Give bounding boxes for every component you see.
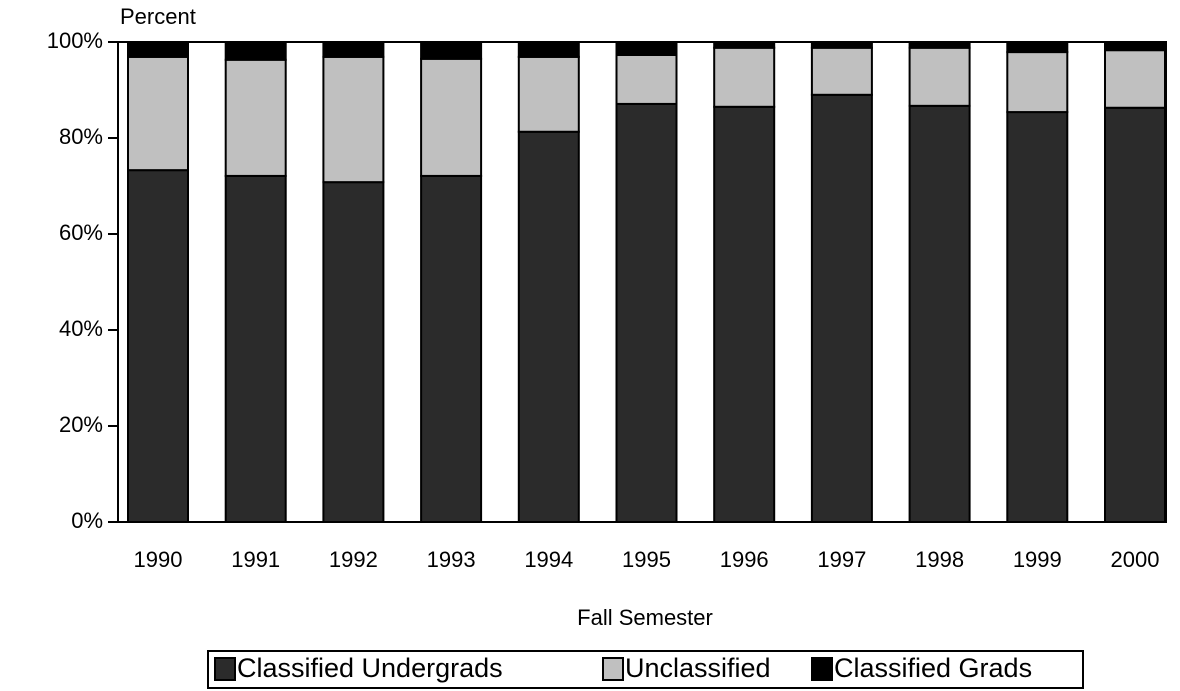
bar-segment [517, 55, 580, 133]
bar-segment [127, 55, 189, 172]
bar-segment [713, 46, 776, 108]
bar-segment [224, 174, 287, 523]
x-tick-label: 1996 [720, 547, 769, 572]
x-tick-label: 1993 [427, 547, 476, 572]
bar-segment [420, 41, 483, 60]
bar-segment [224, 41, 287, 61]
legend-label: Unclassified [625, 653, 771, 683]
x-tick-label: 1999 [1013, 547, 1062, 572]
bar-segment [810, 93, 873, 524]
bar-segment [420, 57, 483, 177]
bar-segment [127, 41, 189, 58]
x-tick-label: 1990 [134, 547, 183, 572]
bar-segment [1104, 49, 1166, 109]
bar-segment [322, 181, 385, 523]
x-axis-title: Fall Semester [577, 605, 713, 630]
legend-label: Classified Undergrads [237, 653, 503, 683]
bar-segment [322, 55, 385, 184]
bar-segment [224, 58, 287, 177]
bar-segment [810, 46, 873, 96]
legend-swatch [811, 657, 833, 681]
x-tick-label: 2000 [1111, 547, 1160, 572]
bar-segment [1006, 111, 1069, 524]
bar-segment [517, 41, 580, 58]
legend-label: Classified Grads [834, 653, 1032, 683]
bar-segment [713, 105, 776, 524]
bar-segment [1006, 51, 1069, 114]
x-tick-label: 1991 [231, 547, 280, 572]
plot-frame [117, 41, 1167, 523]
bar-segment [615, 53, 678, 105]
bar-segment [908, 104, 971, 523]
x-tick-label: 1994 [524, 547, 573, 572]
bar-segment [1104, 106, 1166, 523]
x-tick-label: 1997 [817, 547, 866, 572]
bar-segment [322, 41, 385, 58]
y-tick-label: 100% [47, 28, 103, 53]
y-axis-title: Percent [120, 4, 196, 29]
bar-segment [615, 102, 678, 523]
y-tick-label: 20% [59, 412, 103, 437]
x-tick-label: 1995 [622, 547, 671, 572]
bar-segment [908, 46, 971, 107]
bar-segment [420, 174, 483, 523]
bar-segment [127, 169, 189, 523]
legend-box [207, 650, 1084, 689]
bar-segment [1104, 41, 1166, 52]
legend-swatch [602, 657, 624, 681]
x-tick-label: 1998 [915, 547, 964, 572]
x-tick-label: 1992 [329, 547, 378, 572]
y-tick-label: 60% [59, 220, 103, 245]
y-tick-label: 80% [59, 124, 103, 149]
bar-segment [1006, 41, 1069, 54]
y-tick-label: 0% [71, 508, 103, 533]
bar-segment [615, 41, 678, 56]
bar-segment [517, 130, 580, 523]
legend-swatch [214, 657, 236, 681]
y-tick-label: 40% [59, 316, 103, 341]
